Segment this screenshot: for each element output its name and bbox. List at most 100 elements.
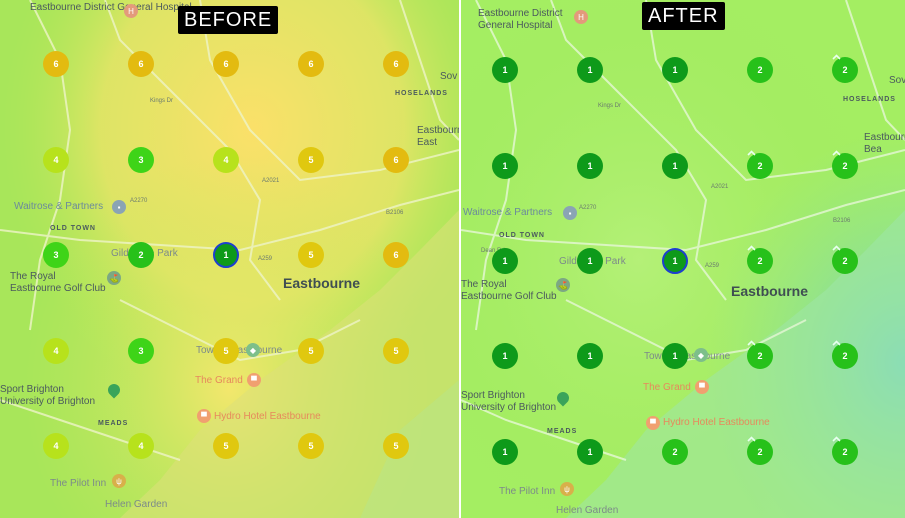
rank-marker[interactable]: 1 (577, 343, 603, 369)
rank-marker[interactable]: 1 (577, 248, 603, 274)
rank-marker[interactable]: 5 (383, 433, 409, 459)
rank-up-tick-icon (832, 340, 841, 346)
rank-marker[interactable]: 2 (832, 245, 858, 274)
hospital-label: Eastbourne District General Hospital (30, 2, 192, 13)
towner-label: Towner Eastbourne (196, 345, 283, 356)
rank-marker-selected[interactable]: 1 (213, 242, 239, 268)
rank-marker[interactable]: 1 (492, 343, 518, 369)
rank-value: 1 (672, 351, 678, 361)
rank-marker[interactable]: 3 (43, 242, 69, 268)
before-title: BEFORE (178, 6, 279, 34)
rank-marker[interactable]: 6 (128, 51, 154, 77)
kings-dr-label: Kings Dr (150, 98, 174, 104)
a2270-label: A2270 (579, 205, 597, 211)
old-town-label: OLD TOWN (50, 225, 96, 232)
rank-marker[interactable]: 6 (383, 242, 409, 268)
hotel-icon: ▀ (197, 409, 211, 423)
rank-marker[interactable]: 4 (213, 147, 239, 173)
restaurant-icon: ψ (112, 474, 126, 488)
rank-marker[interactable]: 2 (832, 436, 858, 465)
rank-marker[interactable]: 1 (492, 57, 518, 83)
rank-value: 4 (138, 441, 144, 451)
rank-marker[interactable]: 4 (43, 338, 69, 364)
rank-marker-selected[interactable]: 1 (662, 248, 688, 274)
rank-marker[interactable]: 5 (298, 338, 324, 364)
rank-marker[interactable]: 2 (747, 150, 773, 179)
rank-value: 1 (587, 161, 593, 171)
rank-marker[interactable]: 2 (747, 436, 773, 465)
rank-marker[interactable]: 1 (492, 439, 518, 465)
rank-marker[interactable]: 5 (298, 242, 324, 268)
rank-marker[interactable]: 1 (662, 153, 688, 179)
rank-value: 2 (138, 250, 144, 260)
rank-marker[interactable]: 1 (577, 153, 603, 179)
sport-brighton-label: Sport Brighton University of Brighton (461, 390, 557, 413)
rank-marker[interactable]: 2 (747, 57, 773, 83)
rank-marker[interactable]: 6 (383, 147, 409, 173)
rank-marker[interactable]: 2 (832, 150, 858, 179)
rank-marker[interactable]: 2 (832, 340, 858, 369)
rank-marker[interactable]: 6 (43, 51, 69, 77)
rank-value: 2 (672, 447, 678, 457)
rank-marker[interactable]: 2 (662, 439, 688, 465)
rank-marker[interactable]: 5 (298, 433, 324, 459)
rank-value: 2 (757, 65, 763, 75)
rank-value: 3 (53, 250, 59, 260)
sov-label: Sov (440, 71, 458, 82)
rank-value: 2 (842, 161, 848, 171)
rank-value: 1 (672, 161, 678, 171)
hoselands-label: HOSELANDS (843, 96, 896, 103)
rank-value: 4 (53, 441, 59, 451)
rank-up-tick-icon (747, 436, 756, 442)
rank-marker[interactable]: 6 (298, 51, 324, 77)
the-grand-label: The Grand (643, 382, 691, 393)
rank-marker[interactable]: 1 (662, 343, 688, 369)
rank-value: 2 (842, 351, 848, 361)
hotel-icon: ▀ (695, 380, 709, 394)
rank-marker[interactable]: 5 (213, 433, 239, 459)
rank-up-tick-icon (832, 245, 841, 251)
rank-value: 5 (308, 346, 314, 356)
rank-marker[interactable]: 6 (213, 51, 239, 77)
rank-marker[interactable]: 1 (662, 57, 688, 83)
rank-value: 1 (672, 256, 678, 266)
rank-value: 2 (842, 65, 848, 75)
rank-value: 6 (393, 250, 399, 260)
rank-marker[interactable]: 1 (577, 57, 603, 83)
rank-value: 6 (223, 59, 229, 69)
rank-marker[interactable]: 2 (747, 245, 773, 274)
rank-marker[interactable]: 1 (577, 439, 603, 465)
rank-up-tick-icon (832, 54, 841, 60)
a259-label: A259 (258, 256, 273, 262)
rank-marker[interactable]: 6 (383, 51, 409, 77)
after-map-panel: Eastbourne District General Hospital H H… (461, 0, 905, 518)
rank-marker[interactable]: 3 (128, 338, 154, 364)
rank-marker[interactable]: 2 (747, 340, 773, 369)
rank-marker[interactable]: 2 (128, 242, 154, 268)
museum-icon: ◆ (694, 348, 708, 362)
hospital-h-icon: H (124, 4, 138, 18)
rank-value: 4 (53, 155, 59, 165)
rank-marker[interactable]: 4 (128, 433, 154, 459)
rank-marker[interactable]: 5 (213, 338, 239, 364)
panel-divider (459, 0, 461, 518)
rank-marker[interactable]: 1 (492, 248, 518, 274)
rank-up-tick-icon (747, 150, 756, 156)
rank-marker[interactable]: 2 (832, 54, 858, 83)
rank-marker[interactable]: 1 (492, 153, 518, 179)
rank-marker[interactable]: 3 (128, 147, 154, 173)
rank-value: 6 (53, 59, 59, 69)
rank-marker[interactable]: 5 (383, 338, 409, 364)
pilot-inn-label: The Pilot Inn (499, 486, 556, 497)
rank-marker[interactable]: 4 (43, 433, 69, 459)
rank-marker[interactable]: 4 (43, 147, 69, 173)
rank-value: 1 (672, 65, 678, 75)
rank-up-tick-icon (747, 340, 756, 346)
waitrose-label: Waitrose & Partners (463, 207, 553, 218)
rank-value: 3 (138, 155, 144, 165)
rank-value: 1 (502, 447, 508, 457)
a2021-label: A2021 (711, 184, 729, 190)
rank-marker[interactable]: 5 (298, 147, 324, 173)
rank-value: 6 (393, 155, 399, 165)
rank-value: 5 (223, 441, 229, 451)
